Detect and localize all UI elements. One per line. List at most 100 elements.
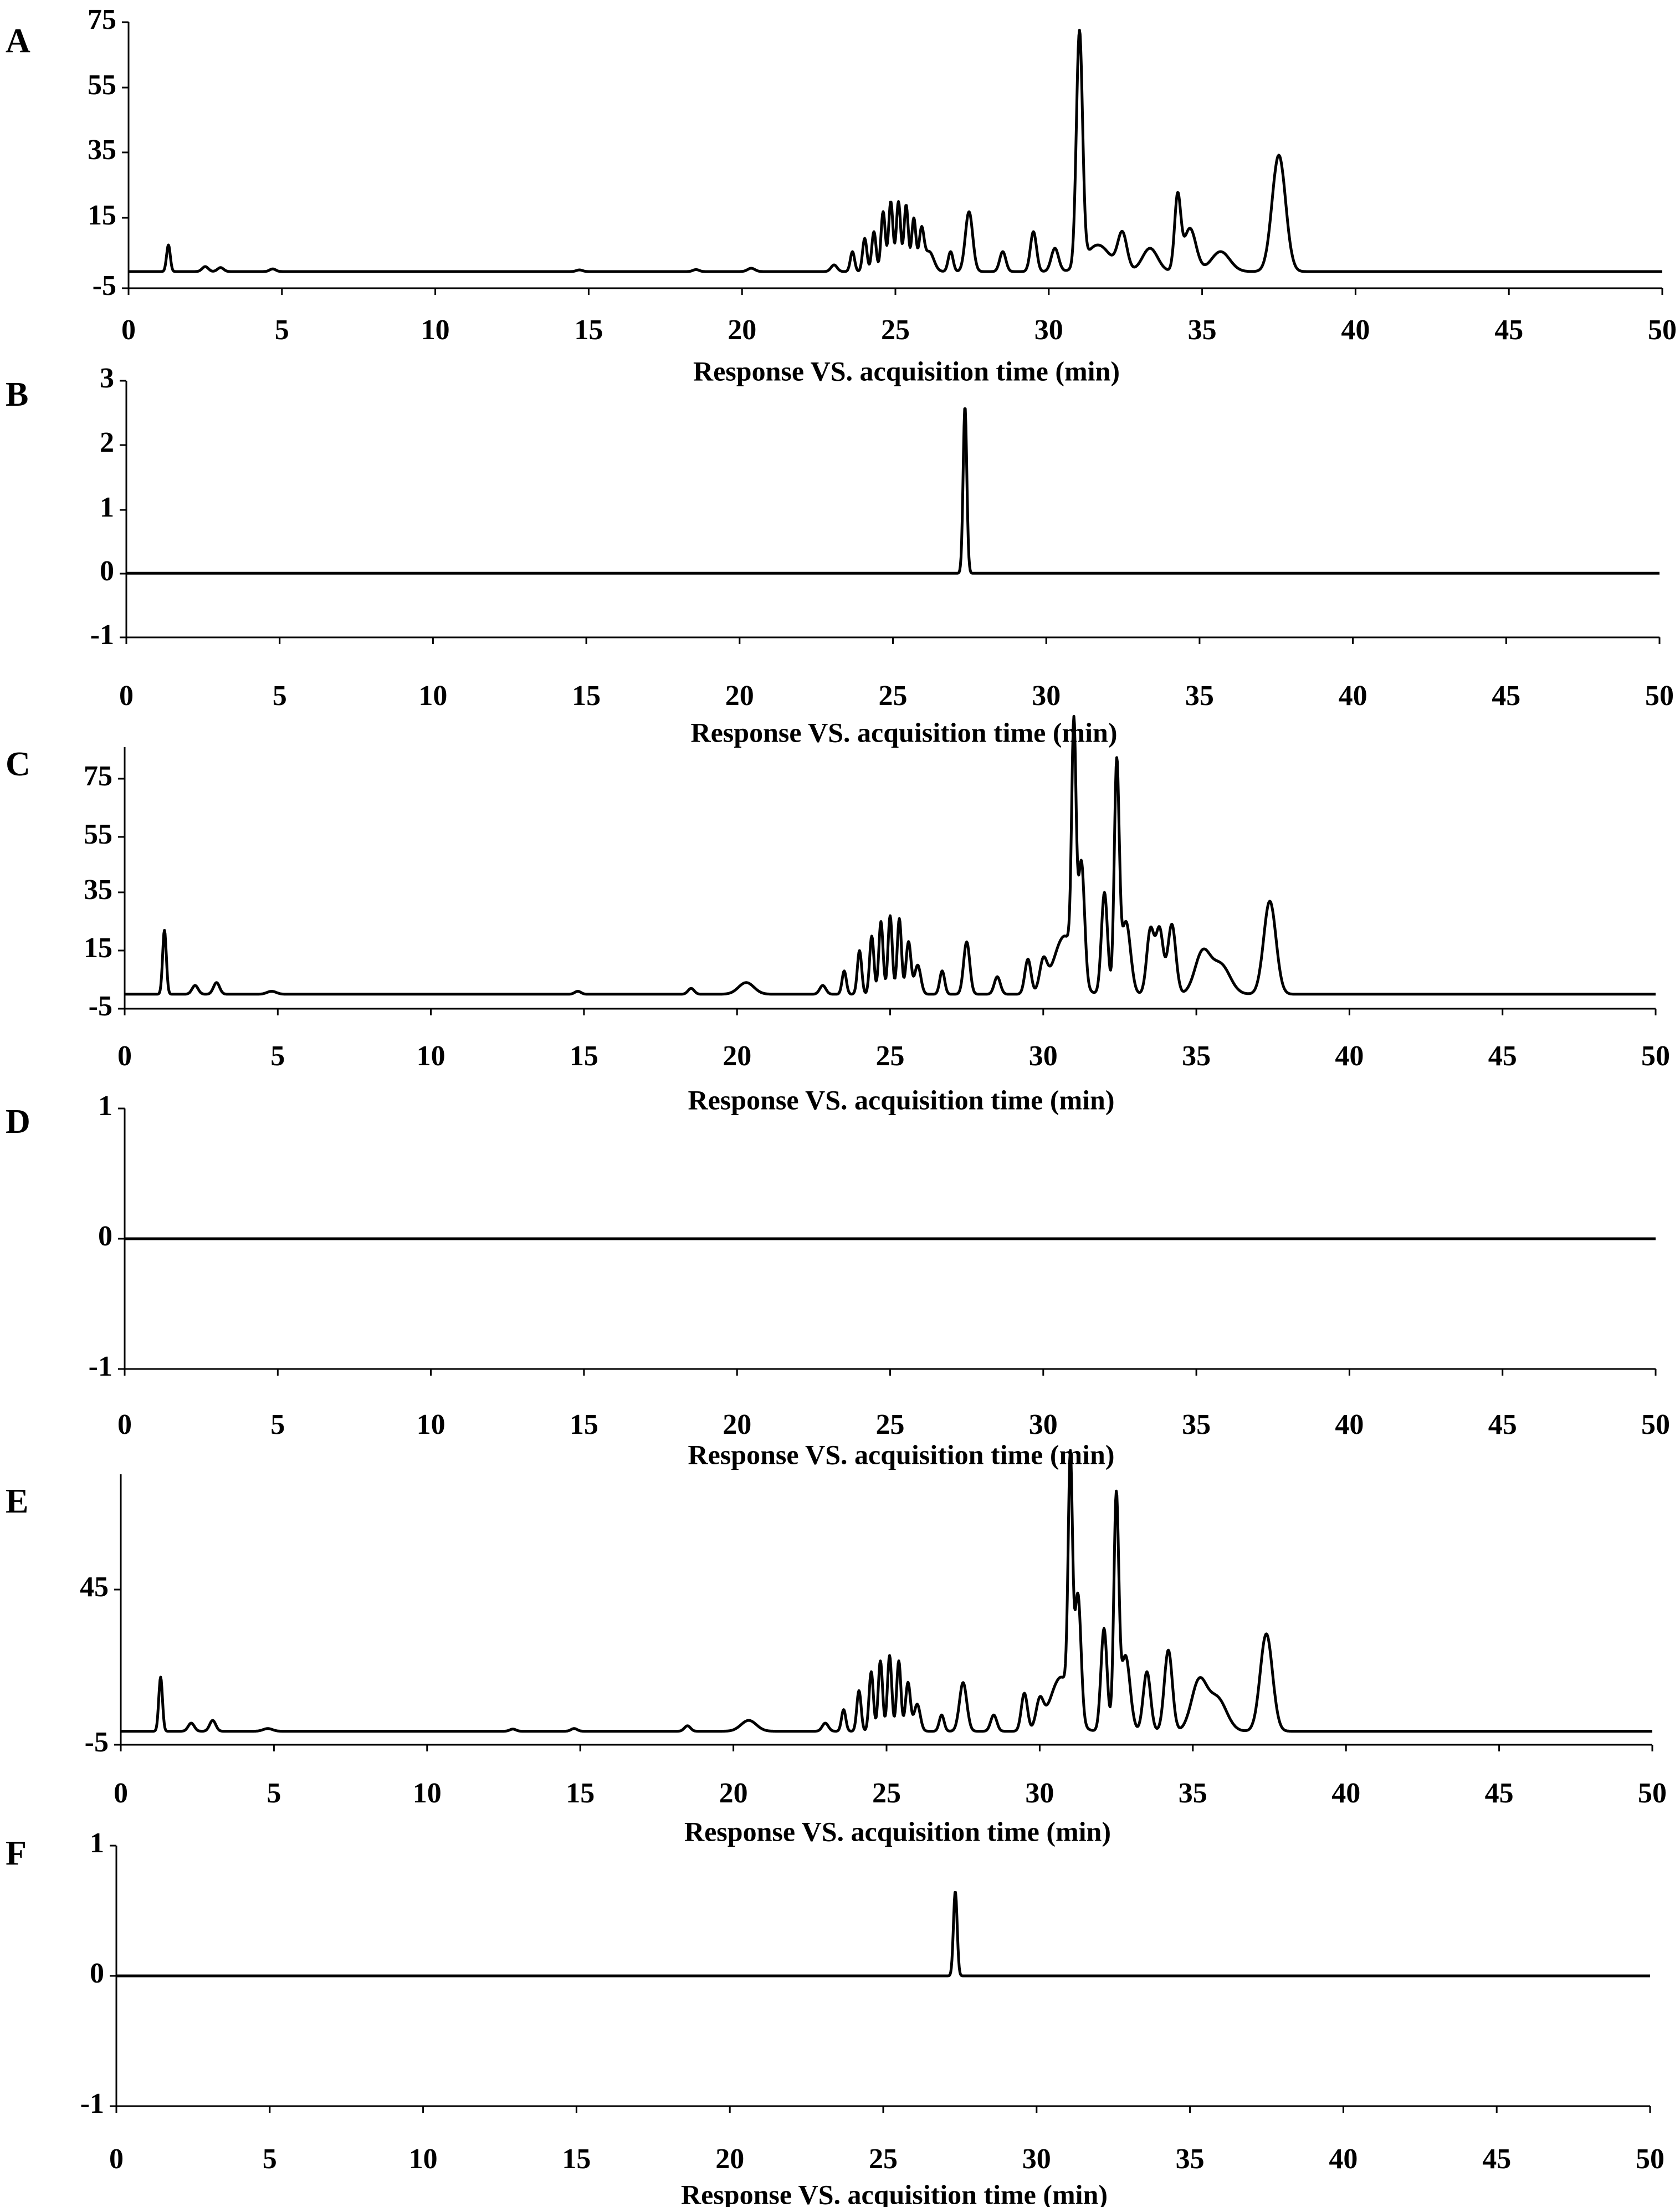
panel-letter: E: [6, 1483, 28, 1520]
x-tick-label: 20: [723, 1409, 751, 1440]
x-tick-label: 30: [1029, 1040, 1058, 1072]
panel-e: E 45 -50 5 10 15 20 25 30 35 40 45 50 Response VS. ac…: [6, 1449, 1667, 1847]
x-tick-label: 20: [723, 1040, 751, 1072]
y-tick-label: -1: [90, 619, 114, 651]
y-tick-label: 55: [84, 819, 112, 850]
x-tick-label: 10: [421, 314, 450, 346]
y-tick-label: 1: [98, 1090, 112, 1122]
y-tick-label: 2: [100, 427, 114, 458]
chromatogram-trace: [124, 714, 1657, 996]
x-tick-label: 50: [1641, 1409, 1670, 1440]
x-tick-label: 35: [1185, 680, 1214, 712]
x-tick-label: 45: [1488, 1409, 1517, 1440]
x-tick-label: 35: [1179, 1777, 1207, 1809]
y-tick-label: -5: [89, 990, 112, 1022]
x-axis-label: Response VS. acquisition time (min): [684, 1816, 1111, 1847]
chromatogram-trace: [125, 407, 1661, 575]
panel-letter: C: [6, 745, 30, 783]
x-axis-label: Response VS. acquisition time (min): [688, 1084, 1115, 1115]
y-tick-label: 0: [90, 1958, 104, 1989]
x-tick-label: 50: [1638, 1777, 1667, 1809]
y-tick-label: 0: [100, 555, 114, 587]
x-tick-label: 5: [270, 1040, 285, 1072]
x-tick-label: 30: [1032, 680, 1061, 712]
y-tick-label: 35: [88, 134, 116, 166]
x-tick-label: 50: [1641, 1040, 1670, 1072]
y-tick-label: 15: [88, 200, 116, 231]
y-tick-label: -5: [93, 270, 116, 302]
x-tick-label: 5: [263, 2143, 277, 2175]
x-tick-label: 0: [117, 1040, 132, 1072]
y-tick-label: 55: [88, 69, 116, 101]
x-tick-label: 50: [1636, 2143, 1664, 2175]
x-tick-label: 45: [1492, 680, 1520, 712]
panel-letter: D: [6, 1103, 30, 1141]
x-tick-label: 20: [725, 680, 754, 712]
y-tick-label: 15: [84, 932, 112, 964]
panel-a: A 75 55 35 15 -50 5 10 15 20 25 30 35 40 45 50 Response …: [6, 4, 1677, 387]
y-tick-label: 0: [98, 1220, 112, 1252]
x-tick-label: 45: [1494, 314, 1523, 346]
x-tick-label: 0: [117, 1409, 132, 1440]
chromatogram-trace: [127, 28, 1663, 273]
x-tick-label: 0: [114, 1777, 128, 1809]
y-tick-label: -1: [80, 2088, 104, 2119]
x-tick-label: 10: [409, 2143, 438, 2175]
x-tick-label: 15: [570, 1040, 598, 1072]
panel-letter: F: [6, 1835, 27, 1872]
chromatogram-trace: [120, 1449, 1653, 1733]
x-axis-label: Response VS. acquisition time (min): [688, 1439, 1115, 1470]
x-tick-label: 45: [1482, 2143, 1511, 2175]
x-tick-label: 50: [1648, 314, 1677, 346]
x-tick-label: 10: [417, 1409, 445, 1440]
panel-letter: A: [6, 22, 30, 60]
x-tick-label: 0: [109, 2143, 124, 2175]
x-tick-label: 30: [1025, 1777, 1054, 1809]
x-tick-label: 5: [273, 680, 287, 712]
x-tick-label: 25: [869, 2143, 898, 2175]
x-tick-label: 5: [270, 1409, 285, 1440]
panel-letter: B: [6, 376, 28, 413]
chromatogram-trace: [115, 1891, 1651, 1978]
x-tick-label: 15: [574, 314, 603, 346]
x-tick-label: 25: [876, 1040, 905, 1072]
y-tick-label: 1: [100, 492, 114, 523]
x-tick-label: 15: [562, 2143, 591, 2175]
y-tick-label: 75: [88, 4, 116, 35]
x-tick-label: 45: [1488, 1040, 1517, 1072]
y-tick-label: -1: [89, 1351, 112, 1382]
x-tick-label: 35: [1182, 1040, 1211, 1072]
x-tick-label: 0: [119, 680, 134, 712]
y-tick-label: 35: [84, 874, 112, 906]
x-axis-label: Response VS. acquisition time (min): [693, 355, 1120, 386]
x-tick-label: 15: [570, 1409, 598, 1440]
x-tick-label: 25: [879, 680, 908, 712]
y-tick-label: -5: [85, 1726, 109, 1758]
x-tick-label: 40: [1339, 680, 1367, 712]
x-tick-label: 10: [417, 1040, 445, 1072]
x-tick-label: 40: [1335, 1409, 1364, 1440]
x-tick-label: 30: [1034, 314, 1063, 346]
x-tick-label: 40: [1331, 1777, 1360, 1809]
x-axis-label: Response VS. acquisition time (min): [691, 717, 1118, 748]
x-tick-label: 40: [1335, 1040, 1364, 1072]
x-tick-label: 30: [1029, 1409, 1058, 1440]
x-tick-label: 35: [1176, 2143, 1205, 2175]
x-tick-label: 15: [572, 680, 601, 712]
x-tick-label: 10: [413, 1777, 442, 1809]
x-tick-label: 20: [719, 1777, 748, 1809]
x-tick-label: 0: [121, 314, 136, 346]
x-tick-label: 25: [872, 1777, 901, 1809]
x-tick-label: 40: [1329, 2143, 1358, 2175]
x-tick-label: 20: [728, 314, 756, 346]
x-tick-label: 5: [267, 1777, 281, 1809]
x-tick-label: 50: [1645, 680, 1674, 712]
x-tick-label: 25: [876, 1409, 905, 1440]
y-tick-label: 45: [80, 1571, 109, 1603]
x-tick-label: 35: [1182, 1409, 1211, 1440]
x-tick-label: 35: [1188, 314, 1217, 346]
panel-c: C 75 55 35 15 -50 5 10 15 20 25 30 35 40 45 50 Response …: [6, 714, 1670, 1115]
